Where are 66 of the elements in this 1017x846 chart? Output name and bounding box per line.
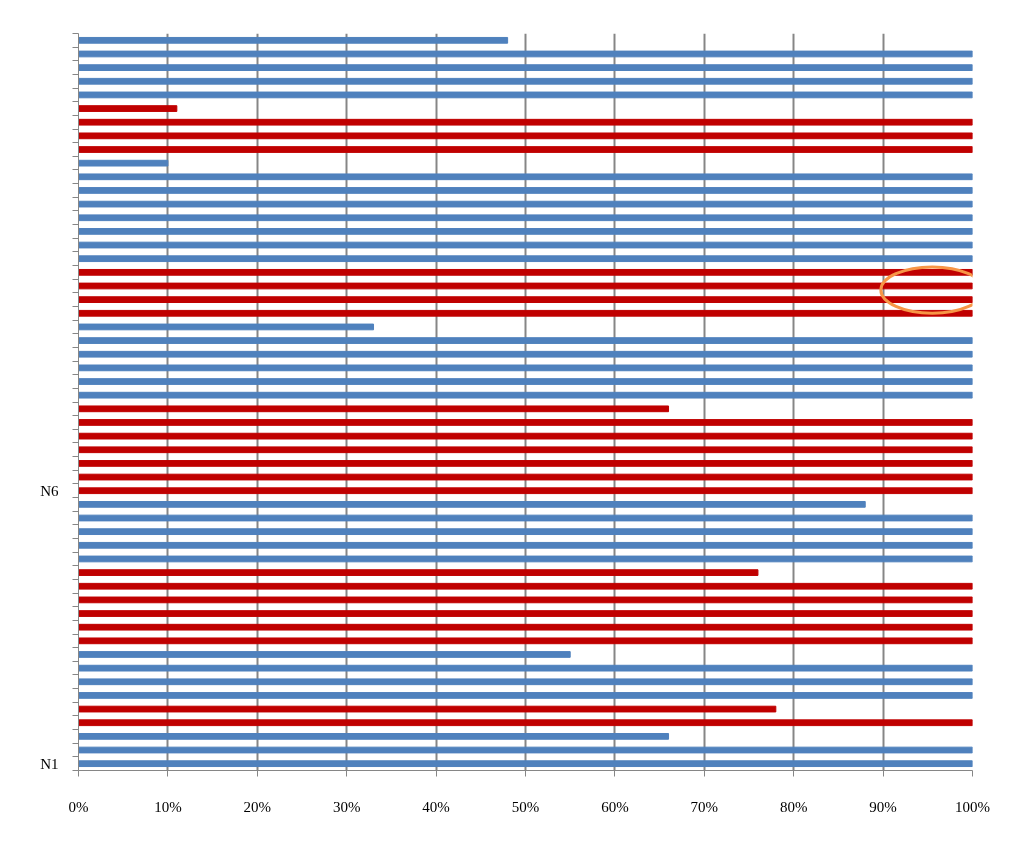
x-tick-label: 90%	[869, 798, 897, 815]
x-tick-label: 70%	[690, 798, 719, 815]
bar	[78, 405, 670, 413]
x-tick-label: 0%	[68, 798, 89, 815]
bar	[78, 651, 571, 658]
bar	[78, 610, 973, 617]
y-tick-label: N1	[40, 755, 59, 772]
bar	[78, 159, 169, 167]
bar	[78, 569, 759, 576]
bar	[78, 637, 973, 645]
bar	[78, 36, 509, 44]
bar	[78, 623, 973, 631]
bar	[78, 50, 973, 58]
bar	[78, 555, 973, 563]
bar	[78, 460, 973, 467]
bar	[78, 241, 973, 249]
bar	[78, 692, 973, 699]
x-tick-label: 40%	[422, 798, 450, 815]
bar	[78, 746, 973, 754]
bar	[78, 146, 973, 153]
bar	[78, 350, 973, 358]
x-tick-label: 30%	[332, 798, 361, 815]
bar	[78, 91, 973, 99]
x-tick-label: 60%	[601, 798, 629, 815]
x-tick-label: 50%	[511, 798, 540, 815]
bar	[78, 200, 973, 208]
bar	[78, 596, 973, 604]
x-tick-label: 20%	[243, 798, 272, 815]
bar	[78, 446, 973, 454]
bar	[78, 214, 973, 222]
bar	[78, 337, 973, 344]
bar	[78, 432, 973, 440]
bar	[78, 309, 973, 317]
bar	[78, 187, 973, 194]
bar	[78, 323, 375, 331]
bar	[78, 541, 973, 549]
bar	[78, 228, 973, 235]
bar	[78, 514, 973, 522]
bar	[78, 378, 973, 385]
bar	[78, 473, 973, 481]
bar	[78, 268, 973, 276]
bar	[78, 391, 973, 399]
bar	[78, 296, 973, 304]
x-tick-label: 10%	[154, 798, 182, 815]
bar	[78, 528, 973, 536]
bar	[78, 664, 973, 672]
bar	[78, 733, 670, 740]
bar	[78, 582, 973, 590]
bar	[78, 678, 973, 686]
bar	[78, 487, 973, 495]
y-tick-label: N6	[40, 482, 59, 499]
bar	[78, 255, 973, 263]
bar	[78, 419, 973, 426]
bar	[78, 719, 973, 727]
bar	[78, 173, 973, 181]
bar	[78, 500, 866, 508]
bar	[78, 77, 973, 85]
x-tick-label: 100%	[955, 798, 990, 815]
bar	[78, 118, 973, 126]
bar	[78, 282, 973, 290]
bar	[78, 364, 973, 372]
bar	[78, 105, 178, 112]
bar	[78, 705, 777, 713]
bar	[78, 132, 973, 140]
bar	[78, 64, 973, 71]
x-tick-label: 80%	[779, 798, 808, 815]
